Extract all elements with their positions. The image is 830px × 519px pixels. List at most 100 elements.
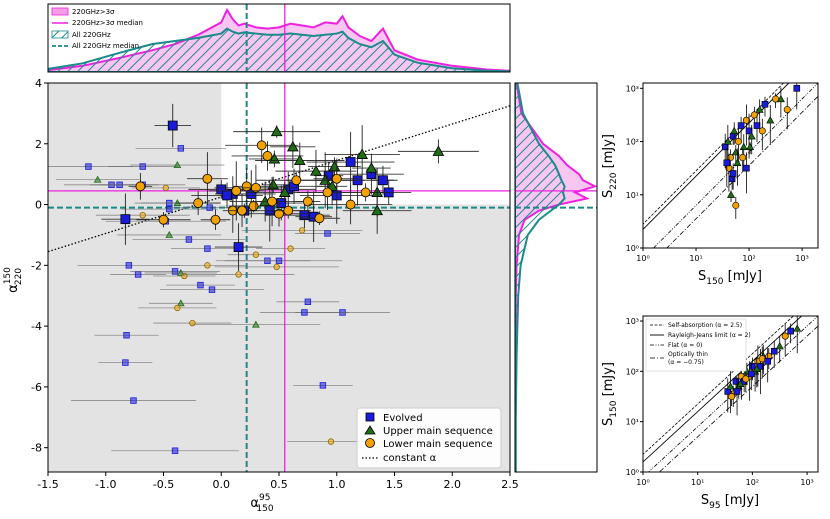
y-tick-label: -2 xyxy=(31,259,42,272)
point-upper-ms xyxy=(252,320,260,328)
point-upper-ms xyxy=(310,165,322,176)
point-lower-ms xyxy=(139,211,146,219)
x-tick-label: 1.0 xyxy=(328,478,346,491)
point-evolved xyxy=(324,230,331,237)
point-evolved xyxy=(222,190,232,201)
panel-frame xyxy=(642,82,819,249)
panel-ticks: 10⁰ 10¹ 10² 10³ 10⁰ 10¹ 10² 10³ xyxy=(626,317,814,487)
legend-label: 220GHz>3σ xyxy=(72,8,115,16)
legend-marker-evolved xyxy=(365,412,375,422)
point-evolved xyxy=(345,157,356,167)
legend-label: All 220GHz xyxy=(72,31,111,39)
spectral-index-line xyxy=(653,83,818,248)
point-upper-ms xyxy=(736,379,745,388)
spectral-index-line xyxy=(643,316,803,463)
y-tick-label: 0 xyxy=(35,199,42,212)
density-all-curve xyxy=(48,27,510,72)
legend-label: (α = −0.75) xyxy=(668,359,704,366)
point-evolved xyxy=(233,242,244,253)
point-lower-ms xyxy=(739,154,747,162)
x-tick-label: 2.0 xyxy=(444,478,462,491)
point-evolved xyxy=(120,214,131,225)
x-tick-label: 10⁰ xyxy=(636,478,649,487)
legend-label-upper: Upper main sequence xyxy=(383,426,493,437)
point-lower-ms xyxy=(273,263,280,271)
spectral-index-line xyxy=(643,83,790,231)
main-y-axis-label: α150220 xyxy=(3,267,24,293)
density-all-curve xyxy=(515,83,566,472)
point-lower-ms xyxy=(331,173,342,184)
x-tick-label: -1.0 xyxy=(95,478,116,491)
point-lower-ms xyxy=(162,184,170,192)
point-lower-ms xyxy=(204,262,211,269)
point-upper-ms xyxy=(365,162,378,173)
point-lower-ms xyxy=(248,201,259,211)
point-lower-ms xyxy=(302,196,313,207)
x-tick-label: 10³ xyxy=(800,478,813,487)
point-evolved xyxy=(319,382,327,389)
point-evolved xyxy=(793,85,801,92)
y-tick-label: 2 xyxy=(35,138,42,151)
point-evolved xyxy=(171,268,179,275)
x-tick-label: 10⁰ xyxy=(636,254,649,263)
point-upper-ms xyxy=(727,190,736,198)
point-lower-ms xyxy=(158,214,169,225)
legend-label: 220GHz>3σ median xyxy=(72,19,143,27)
point-upper-ms xyxy=(278,186,291,197)
point-lower-ms xyxy=(750,111,758,119)
point-evolved xyxy=(747,370,755,378)
point-lower-ms xyxy=(327,438,335,445)
point-evolved xyxy=(206,204,213,211)
point-upper-ms xyxy=(723,137,732,145)
point-lower-ms xyxy=(360,187,371,198)
legend-label: Flat (α = 0) xyxy=(668,342,702,349)
point-evolved xyxy=(770,347,778,355)
point-evolved xyxy=(197,281,204,289)
point-evolved xyxy=(304,298,312,306)
y-tick-label: 10⁰ xyxy=(626,244,639,253)
legend-marker-upper xyxy=(364,425,376,435)
point-upper-ms xyxy=(747,132,756,140)
legend-box xyxy=(356,407,502,469)
legend-label-evolved: Evolved xyxy=(383,413,423,424)
point-evolved xyxy=(729,132,737,140)
point-lower-ms xyxy=(250,182,261,193)
point-upper-ms xyxy=(730,126,739,135)
point-lower-ms xyxy=(783,106,791,114)
right-marginal-frame xyxy=(514,82,598,473)
legend-marker-lower xyxy=(365,438,375,448)
legend-label-lower: Lower main sequence xyxy=(383,439,493,450)
right-marginal-curves xyxy=(515,83,597,472)
point-lower-ms xyxy=(728,393,736,401)
y-tick-label: 10² xyxy=(626,367,639,376)
point-lower-ms xyxy=(732,201,740,209)
x-tick-label: 0.0 xyxy=(213,478,231,491)
point-lower-ms xyxy=(237,205,247,216)
flux-points xyxy=(724,316,802,416)
s2-y-axis-label: S150 [mJy] xyxy=(601,362,619,426)
y-tick-label: 10⁰ xyxy=(626,468,639,477)
point-upper-ms xyxy=(371,204,384,216)
point-lower-ms xyxy=(231,185,242,196)
reference-lines xyxy=(643,316,818,472)
y-tick-label: 10¹ xyxy=(626,418,639,427)
main-data-points xyxy=(48,103,479,454)
point-upper-ms xyxy=(793,324,802,332)
point-evolved xyxy=(761,100,769,108)
point-lower-ms xyxy=(181,272,188,280)
legend-label: Rayleigh-Jeans limit (α = 2) xyxy=(668,332,751,339)
point-upper-ms xyxy=(733,158,742,166)
spectral-index-line xyxy=(666,95,818,248)
point-upper-ms xyxy=(752,364,761,372)
point-upper-ms xyxy=(176,299,185,307)
point-lower-ms xyxy=(252,251,260,258)
s1-y-axis-label: S220 [mJy] xyxy=(601,134,619,198)
point-evolved xyxy=(177,145,185,152)
point-upper-ms xyxy=(775,342,784,350)
point-evolved xyxy=(122,359,129,366)
point-evolved xyxy=(85,163,92,170)
point-evolved xyxy=(723,159,731,167)
point-lower-ms xyxy=(189,319,196,327)
top-marginal-curves xyxy=(48,4,510,72)
x-tick-label: 10² xyxy=(746,478,759,487)
